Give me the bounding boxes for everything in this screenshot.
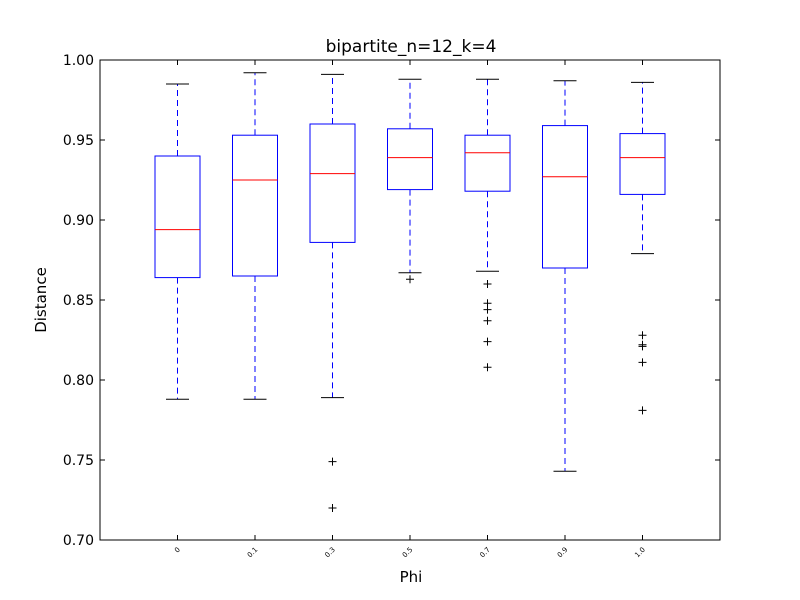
outlier-marker: [483, 363, 492, 372]
iqr-box: [464, 134, 511, 192]
y-axis-label: Distance: [32, 267, 50, 333]
outlier-marker: [638, 342, 647, 351]
outlier-marker: [483, 280, 492, 288]
outlier-marker: [328, 457, 337, 466]
plot-area: 0.70 0.75 0.80 0.85 0.90 0.95 1.00 0 0.1 0.3 0.5 0.…: [63, 53, 720, 559]
x-tick-label: 0.1: [246, 546, 260, 560]
y-tick-label: 0.85: [63, 293, 94, 309]
x-axis-label: Phi: [400, 568, 423, 586]
iqr-box: [232, 134, 278, 277]
iqr-box: [619, 133, 666, 195]
chart-title: bipartite_n=12_k=4: [326, 37, 497, 57]
iqr-box: [154, 155, 201, 279]
y-tick-label: 1.00: [63, 53, 94, 69]
iqr-box: [542, 125, 588, 269]
outlier-marker: [483, 316, 492, 325]
outlier-marker: [638, 331, 647, 340]
x-tick-label: 0.3: [323, 546, 337, 560]
y-tick-label: 0.80: [63, 373, 94, 389]
x-tick-label: 0.7: [478, 546, 492, 560]
outlier-marker: [406, 275, 414, 284]
y-tick-label: 0.90: [63, 213, 94, 229]
outlier-marker: [638, 358, 647, 367]
x-tick-label: 0.5: [401, 546, 415, 560]
outlier-marker: [483, 305, 492, 314]
plot-frame: [99, 59, 721, 541]
x-tick-label: 0: [173, 546, 182, 555]
y-tick-label: 0.95: [63, 133, 94, 149]
y-tick-label: 0.75: [63, 453, 94, 469]
iqr-box: [387, 128, 433, 191]
y-tick-label: 0.70: [63, 533, 94, 549]
outlier-marker: [483, 337, 492, 346]
outlier-marker: [328, 504, 337, 512]
x-tick-label: 1.0: [633, 546, 647, 560]
iqr-box: [309, 123, 356, 243]
x-tick-label: 0.9: [556, 546, 570, 560]
outlier-marker: [638, 406, 647, 415]
